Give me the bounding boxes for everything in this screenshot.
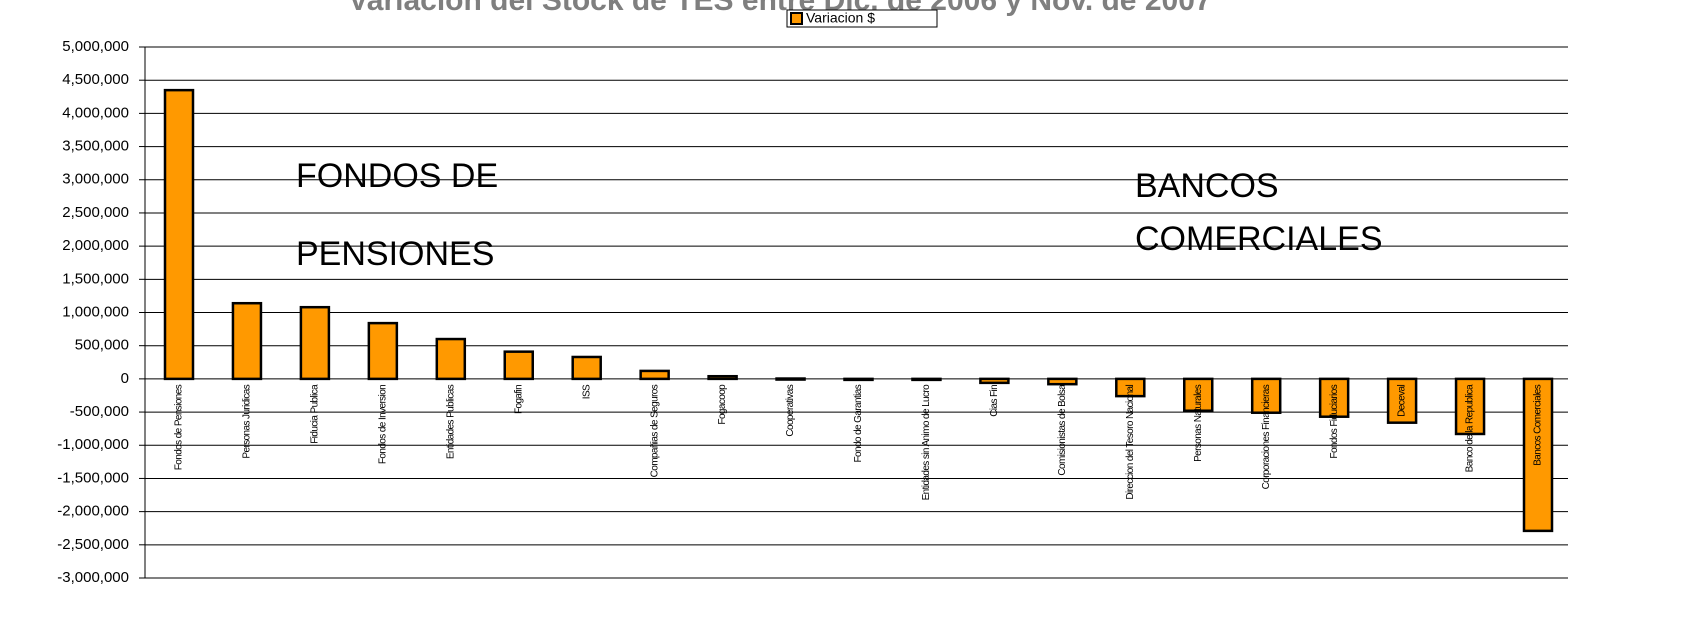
bar	[1454, 377, 1486, 436]
x-tick-label: Comisionistas de Bolsa	[1057, 384, 1068, 476]
y-tick-label: 3,500,000	[62, 138, 129, 155]
y-tick-label: 1,000,000	[62, 303, 129, 320]
x-tick-label: Cooperativas	[785, 384, 796, 436]
legend-box	[786, 9, 938, 28]
bar	[231, 301, 263, 381]
bar	[843, 377, 874, 382]
y-tick-label: -2,500,000	[57, 536, 129, 553]
bar	[571, 355, 602, 381]
bar	[1522, 377, 1554, 533]
annotation: FONDOS DE	[296, 157, 498, 195]
bar	[1115, 377, 1146, 398]
x-tick-label: Fogacoop	[717, 384, 728, 425]
y-tick-label: -1,500,000	[57, 469, 129, 486]
y-tick-label: 500,000	[75, 337, 129, 354]
y-tick-label: 2,000,000	[62, 237, 129, 254]
y-tick-label: 0	[121, 370, 129, 387]
x-tick-label: Cias Fin	[989, 385, 1000, 417]
bar	[1318, 377, 1350, 418]
x-tick-label: Fondos Fiduciarios	[1329, 384, 1340, 458]
y-tick-label: 4,000,000	[62, 104, 129, 121]
bar	[911, 377, 942, 382]
bar	[163, 88, 195, 381]
y-tick-label: 3,000,000	[62, 171, 129, 188]
bar	[1047, 377, 1078, 386]
bar	[435, 337, 467, 381]
x-tick-label: Entidades Publicas	[445, 384, 456, 459]
x-tick-label: Entidades sin Animo de Lucro	[921, 384, 932, 501]
y-tick-label: -1,000,000	[57, 436, 129, 453]
x-tick-label: ISS	[581, 384, 592, 399]
y-tick-label: 5,000,000	[62, 38, 129, 55]
legend-label: Variacion $	[806, 10, 875, 26]
bar	[367, 321, 399, 381]
annotation: BANCOS	[1135, 167, 1279, 205]
legend-swatch	[790, 12, 803, 25]
x-tick-label: Direccion del Tesoro Nacional	[1125, 385, 1136, 500]
x-tick-label: Bancos Comerciales	[1533, 384, 1544, 466]
y-tick-label: -3,000,000	[57, 569, 129, 586]
bar	[503, 350, 534, 381]
x-tick-label: Deceval	[1397, 385, 1408, 417]
x-tick-label: Personas Naturales	[1193, 384, 1204, 462]
x-tick-label: Fiducia Publica	[310, 384, 321, 444]
x-tick-label: Corporaciones Financieras	[1261, 384, 1272, 489]
bar	[1183, 377, 1214, 412]
bar	[639, 369, 670, 381]
y-tick-label: 4,500,000	[62, 71, 129, 88]
bar	[1250, 377, 1282, 414]
bar	[299, 305, 331, 381]
y-tick-label: -2,000,000	[57, 503, 129, 520]
x-tick-label: Fondos de Pensiones	[174, 384, 185, 470]
x-tick-label: Fondos de Inversion	[377, 385, 388, 464]
bar	[707, 374, 738, 381]
y-tick-label: 1,500,000	[62, 270, 129, 287]
bar	[979, 377, 1010, 385]
x-tick-label: Banco de la Republica	[1465, 384, 1476, 473]
x-tick-label: Personas Juridicas	[242, 384, 253, 458]
bar	[775, 377, 806, 381]
annotation: COMERCIALES	[1135, 220, 1383, 258]
annotation: PENSIONES	[296, 235, 494, 273]
x-tick-label: Fondo de Garantias	[853, 384, 864, 462]
x-tick-label: Compañias de Seguros	[649, 384, 660, 477]
x-tick-label: Fogafin	[513, 385, 524, 414]
bar	[1386, 377, 1418, 424]
y-tick-label: 2,500,000	[62, 204, 129, 221]
y-tick-label: -500,000	[70, 403, 129, 420]
legend: Variacion $	[786, 9, 938, 28]
chart-title: Variación del Stock de TES entre Dic. de…	[348, 0, 1211, 17]
